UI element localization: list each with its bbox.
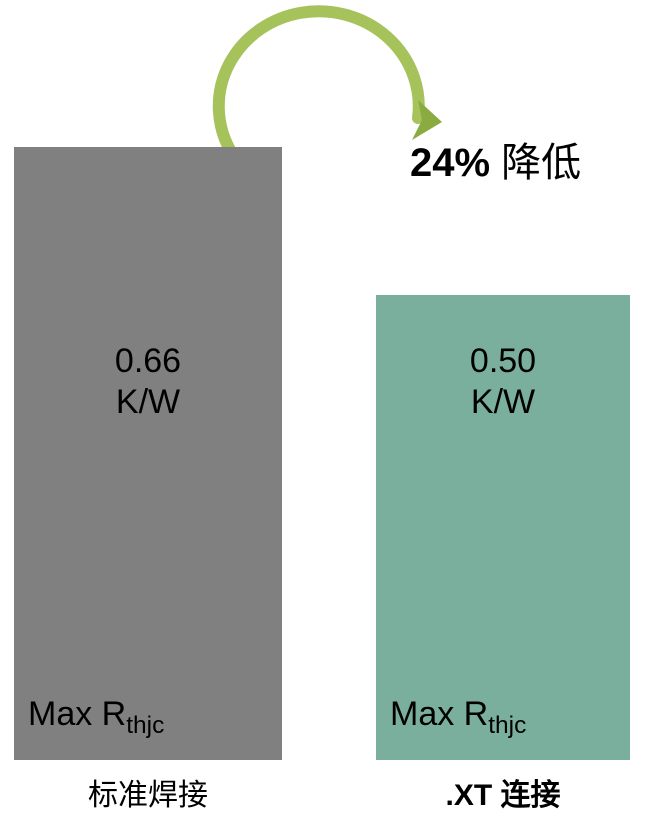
bar-xt-category: .XT 连接 xyxy=(376,770,630,814)
thermal-resistance-bar-chart: 24% 降低 0.66 K/W Max Rthjc 标准焊接 0.50 K/W … xyxy=(0,0,668,838)
bar-xt-param: Max Rthjc xyxy=(390,697,526,738)
bar-standard: 0.66 K/W Max Rthjc xyxy=(14,147,282,760)
reduction-label: 降低 xyxy=(490,141,581,185)
bar-xt-value: 0.50 K/W xyxy=(376,341,630,423)
reduction-callout: 24% 降低 xyxy=(410,130,581,188)
bar-standard-category: 标准焊接 xyxy=(14,770,282,814)
bar-standard-value: 0.66 K/W xyxy=(14,341,282,423)
bar-standard-param: Max Rthjc xyxy=(28,697,164,738)
bar-xt: 0.50 K/W Max Rthjc xyxy=(376,295,630,760)
reduction-percent: 24% xyxy=(410,141,490,185)
